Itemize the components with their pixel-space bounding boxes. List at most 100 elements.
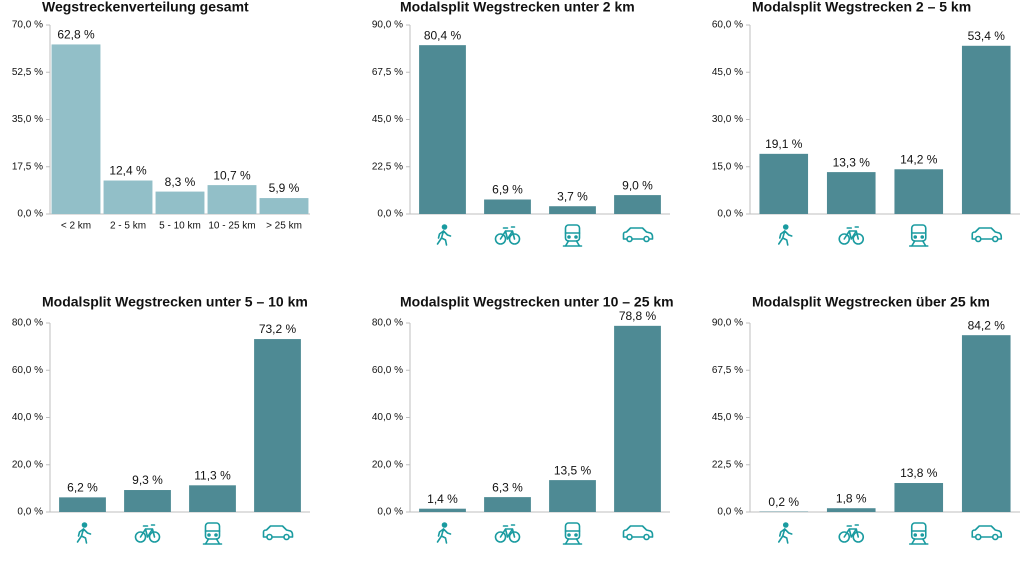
x-tick-label: 5 - 10 km — [159, 221, 201, 232]
value-label: 19,1 % — [765, 137, 803, 151]
walk-icon — [438, 225, 451, 245]
bar — [124, 490, 171, 512]
y-tick-label: 0,0 % — [17, 209, 43, 220]
icon-part — [501, 525, 515, 537]
icon-part — [921, 534, 923, 536]
value-label: 6,2 % — [67, 481, 98, 495]
icon-part — [78, 529, 91, 543]
value-label: 6,9 % — [492, 183, 523, 197]
icon-part — [627, 535, 632, 540]
y-tick-label: 0,0 % — [717, 209, 743, 220]
y-tick-label: 60,0 % — [12, 365, 43, 376]
y-tick-label: 40,0 % — [12, 412, 43, 423]
icon-part — [438, 231, 451, 245]
bar — [894, 483, 943, 512]
icon-part — [568, 534, 570, 536]
value-label: 14,2 % — [900, 152, 938, 166]
y-tick-label: 30,0 % — [712, 114, 743, 125]
y-tick-label: 90,0 % — [712, 318, 743, 329]
chart-title: Wegstreckenverteilung gesamt — [42, 0, 249, 15]
bike-icon — [839, 525, 863, 542]
y-tick-label: 20,0 % — [12, 459, 43, 470]
y-tick-label: 0,0 % — [377, 209, 403, 220]
icon-part — [844, 525, 858, 537]
value-label: 73,2 % — [259, 322, 297, 336]
icon-part — [501, 227, 515, 239]
bar — [419, 45, 466, 214]
y-tick-label: 60,0 % — [372, 365, 403, 376]
icon-part — [784, 225, 788, 229]
bike-icon — [496, 227, 520, 244]
y-tick-label: 67,5 % — [712, 365, 743, 376]
chart-title: Modalsplit Wegstrecken unter 10 – 25 km — [400, 294, 674, 310]
icon-part — [779, 231, 792, 245]
y-tick-label: 45,0 % — [712, 67, 743, 78]
y-tick-label: 15,0 % — [712, 161, 743, 172]
icon-part — [993, 535, 998, 540]
bar — [260, 198, 309, 214]
icon-part — [644, 237, 649, 242]
y-tick-label: 22,5 % — [372, 161, 403, 172]
icon-part — [575, 236, 577, 238]
icon-part — [844, 227, 858, 239]
icon-part — [83, 523, 87, 527]
bar — [104, 181, 153, 214]
bar — [156, 192, 205, 214]
value-label: 62,8 % — [57, 28, 95, 42]
icon-part — [921, 236, 923, 238]
icon-part — [914, 236, 916, 238]
value-label: 53,4 % — [968, 29, 1006, 43]
icon-part — [627, 237, 632, 242]
bike-icon — [136, 525, 160, 542]
y-tick-label: 45,0 % — [372, 114, 403, 125]
value-label: 6,3 % — [492, 480, 523, 494]
car-icon — [972, 228, 1001, 242]
car-icon — [972, 526, 1001, 540]
bar — [549, 480, 596, 512]
value-label: 80,4 % — [424, 28, 462, 42]
bar — [484, 200, 531, 214]
y-tick-label: 45,0 % — [712, 412, 743, 423]
bar — [52, 44, 101, 214]
icon-part — [568, 236, 570, 238]
chart-title: Modalsplit Wegstrecken unter 5 – 10 km — [42, 294, 308, 310]
bar — [419, 509, 466, 512]
x-tick-label: < 2 km — [61, 221, 91, 232]
y-tick-label: 20,0 % — [372, 459, 403, 470]
y-tick-label: 60,0 % — [712, 20, 743, 31]
y-tick-label: 40,0 % — [372, 412, 403, 423]
icon-part — [438, 529, 451, 543]
y-tick-label: 52,5 % — [12, 67, 43, 78]
value-label: 9,3 % — [132, 473, 163, 487]
bar — [484, 497, 531, 512]
chart-title: Modalsplit Wegstrecken unter 2 km — [400, 0, 635, 15]
bar — [208, 185, 257, 214]
train-icon — [564, 523, 582, 544]
icon-part — [976, 535, 981, 540]
value-label: 13,5 % — [554, 463, 592, 477]
value-label: 11,3 % — [194, 468, 231, 482]
icon-part — [779, 529, 792, 543]
y-tick-label: 90,0 % — [372, 20, 403, 31]
icon-part — [644, 535, 649, 540]
icon-part — [976, 237, 981, 242]
walk-icon — [78, 523, 91, 543]
y-tick-label: 70,0 % — [12, 20, 43, 31]
bar — [614, 195, 661, 214]
chart-title: Modalsplit Wegstrecken 2 – 5 km — [752, 0, 971, 15]
icon-part — [575, 534, 577, 536]
x-tick-label: 2 - 5 km — [110, 221, 146, 232]
bar — [759, 154, 808, 214]
x-tick-label: > 25 km — [266, 221, 302, 232]
bar — [962, 335, 1011, 512]
y-tick-label: 22,5 % — [712, 459, 743, 470]
icon-part — [215, 534, 217, 536]
x-tick-label: 10 - 25 km — [208, 221, 255, 232]
value-label: 9,0 % — [622, 178, 653, 192]
icon-part — [284, 535, 289, 540]
value-label: 3,7 % — [557, 189, 588, 203]
walk-icon — [438, 523, 451, 543]
train-icon — [910, 523, 928, 544]
